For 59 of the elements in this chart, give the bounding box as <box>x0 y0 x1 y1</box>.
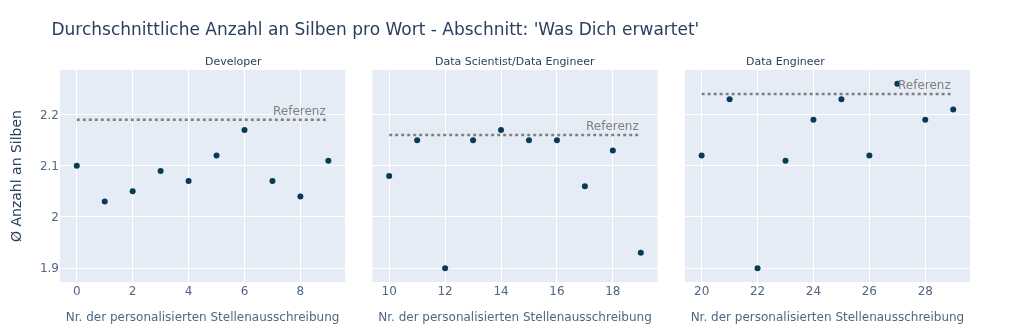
ref-line-label: Referenz <box>273 104 326 118</box>
point <box>922 116 929 123</box>
point <box>637 249 644 256</box>
point <box>101 198 108 205</box>
point <box>297 193 304 200</box>
y-tick-label: 2 <box>51 210 59 225</box>
point <box>414 137 421 144</box>
point <box>782 157 789 164</box>
x-tick-label: 26 <box>861 284 878 298</box>
x-axis-title: Nr. der personalisierten Stellenausschreibung <box>690 309 965 324</box>
point <box>754 265 761 272</box>
ref-line-label: Referenz <box>586 119 639 133</box>
y-tick-label: 2.1 <box>39 158 59 173</box>
x-tick-label: 20 <box>694 284 710 298</box>
point <box>698 152 705 159</box>
point <box>838 96 845 103</box>
point <box>581 183 588 190</box>
chart-subtitle: Data Scientist/Data Engineer <box>435 55 595 68</box>
x-tick-label: 28 <box>917 284 933 298</box>
point <box>866 152 873 159</box>
chart-subtitle: Developer <box>205 55 263 68</box>
point <box>442 265 449 272</box>
x-tick-label: 2 <box>128 284 137 298</box>
x-tick-label: 10 <box>381 284 397 298</box>
x-axis-title: Nr. der personalisierten Stellenausschreibung <box>65 309 340 324</box>
x-tick-label: 4 <box>184 284 193 298</box>
point <box>157 167 164 174</box>
point <box>213 152 220 159</box>
x-tick-label: 18 <box>605 284 621 298</box>
chart-subtitle: Data Engineer <box>746 55 826 68</box>
y-tick-label: 2.2 <box>39 107 59 122</box>
point <box>950 106 957 113</box>
x-tick-label: 6 <box>240 284 249 298</box>
point <box>241 126 248 133</box>
x-tick-label: 22 <box>749 284 766 298</box>
y-axis-title: Ø Anzahl an Silben <box>7 109 24 243</box>
point <box>73 162 80 169</box>
point <box>726 96 733 103</box>
point <box>185 178 192 185</box>
y-tick-label: 1.9 <box>39 261 59 276</box>
x-tick-label: 16 <box>549 284 565 298</box>
x-tick-label: 12 <box>437 284 453 298</box>
point <box>498 126 505 133</box>
point <box>810 116 817 123</box>
chart-title: Durchschnittliche Anzahl an Silben pro Wort - Abschnitt: 'Was Dich erwartet' <box>51 19 700 40</box>
x-tick-label: 0 <box>72 284 81 298</box>
x-tick-label: 24 <box>805 284 822 298</box>
x-tick-label: 14 <box>493 284 509 298</box>
point <box>129 188 136 195</box>
x-axis-title: Nr. der personalisierten Stellenausschreibung <box>378 309 652 324</box>
ref-line-label: Referenz <box>898 78 951 92</box>
point <box>386 173 393 179</box>
point <box>525 137 532 144</box>
point <box>269 178 276 185</box>
x-tick-label: 8 <box>296 284 305 298</box>
point <box>325 157 332 164</box>
point <box>470 137 477 144</box>
point <box>553 137 560 144</box>
point <box>609 147 616 154</box>
